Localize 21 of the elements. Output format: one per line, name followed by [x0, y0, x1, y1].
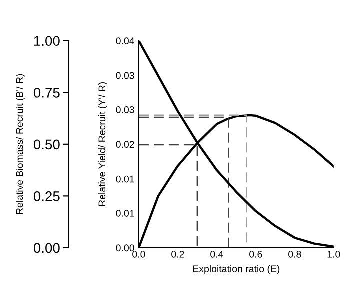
y-axis-title: Relative Yield/ Recruit (Y'/ R): [98, 82, 108, 206]
x-tick-label: 0.8: [288, 250, 302, 258]
y-tick-label: 0.01: [116, 210, 134, 217]
x-tick-label: 0.2: [172, 250, 184, 258]
y2-tick-label: 1.00: [34, 36, 60, 46]
y-tick-label: 0.01: [116, 176, 134, 183]
x-tick-label: 0.6: [250, 250, 262, 258]
y2-tick-label: 0.75: [34, 88, 60, 98]
y-tick-label: 0.04: [116, 38, 134, 45]
y-tick-label: 0.00: [116, 244, 134, 252]
y-tick-label: 0.03: [116, 106, 134, 114]
x-axis-title: Exploitation ratio (E): [193, 265, 280, 274]
y2-tick-label: 0.50: [34, 140, 60, 150]
x-tick-label: 1.0: [328, 250, 340, 258]
x-tick-label: 0.0: [132, 250, 146, 258]
y-tick-label: 0.03: [116, 72, 134, 80]
x-tick-label: 0.4: [210, 250, 224, 258]
y-tick-label: 0.02: [116, 141, 134, 148]
y2-axis-title: Relative Biomass/ Recruit (B'/ R): [16, 74, 26, 214]
y2-tick-label: 0.25: [34, 192, 60, 202]
y2-tick-label: 0.00: [34, 243, 60, 254]
